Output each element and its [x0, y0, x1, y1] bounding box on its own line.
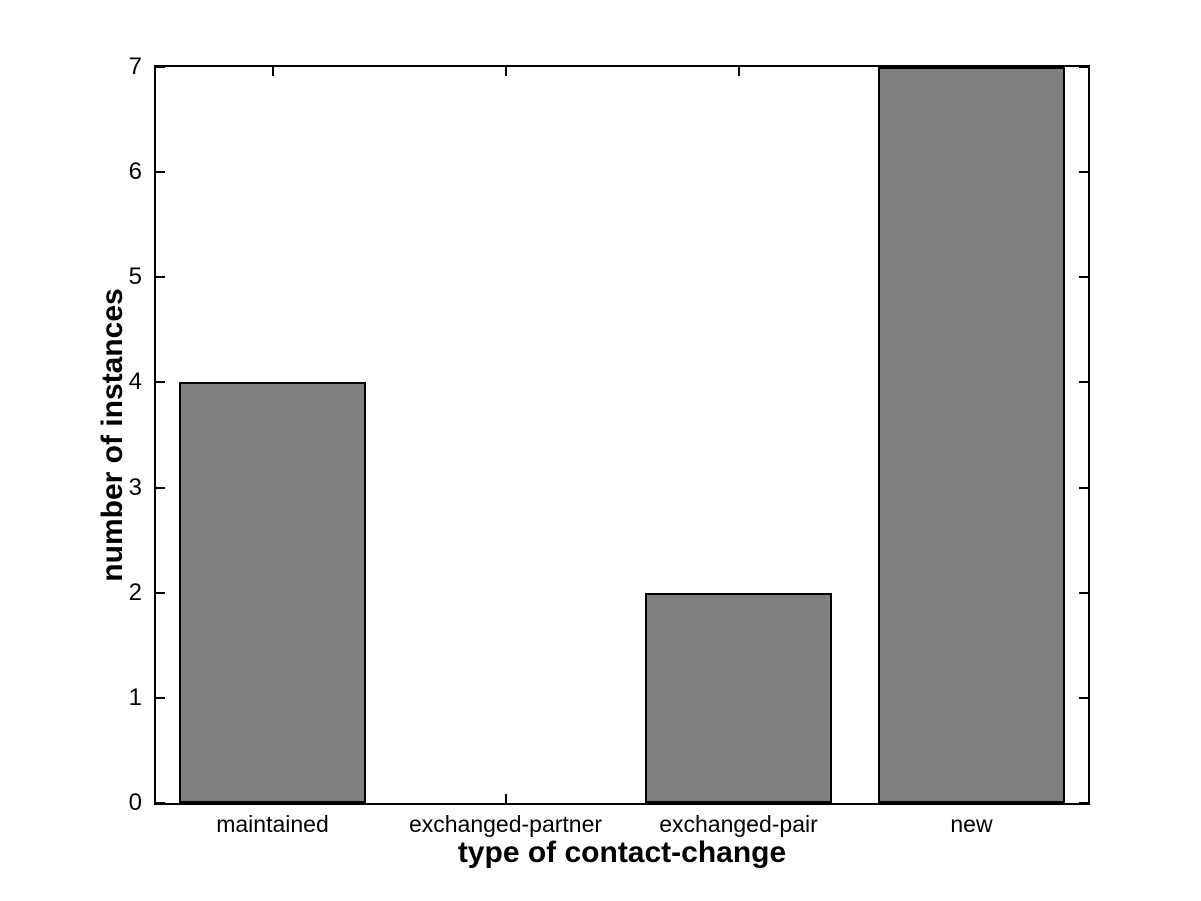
y-tick-right	[1079, 276, 1088, 279]
x-tick-label: new	[950, 811, 993, 837]
x-tick-top	[271, 67, 274, 76]
bar-new	[878, 67, 1065, 803]
y-tick-left	[156, 66, 165, 68]
y-tick-left	[156, 171, 165, 174]
y-tick-left	[156, 486, 165, 489]
y-tick-label: 2	[128, 578, 142, 606]
y-tick-right	[1079, 381, 1088, 384]
y-tick-label: 3	[128, 473, 142, 501]
x-tick-top	[737, 67, 740, 76]
x-tick-label: exchanged-pair	[659, 811, 818, 837]
x-tick-label: exchanged-partner	[408, 811, 603, 837]
y-tick-label: 1	[128, 683, 142, 711]
y-tick-label: 5	[128, 263, 142, 291]
y-tick-left	[156, 591, 165, 594]
y-tick-right	[1079, 591, 1088, 594]
bar-maintained	[179, 382, 366, 803]
x-axis-label: type of contact-change	[457, 836, 787, 869]
y-tick-left	[156, 802, 165, 804]
plot-area	[154, 65, 1090, 805]
y-tick-label: 6	[128, 158, 142, 186]
y-tick-label: 4	[128, 368, 142, 396]
y-tick-right	[1079, 66, 1088, 68]
y-tick-left	[156, 696, 165, 699]
x-tick-label: maintained	[216, 811, 329, 837]
y-tick-right	[1079, 171, 1088, 174]
y-tick-label: 7	[128, 53, 142, 80]
y-tick-label: 0	[128, 789, 142, 816]
y-axis-label: number of instances	[96, 288, 129, 582]
bar-exchanged-pair	[645, 592, 832, 803]
y-tick-left	[156, 381, 165, 384]
x-tick-top	[504, 67, 507, 76]
y-tick-right	[1079, 486, 1088, 489]
y-tick-left	[156, 276, 165, 279]
x-tick-bottom	[504, 794, 507, 803]
y-tick-right	[1079, 696, 1088, 699]
y-tick-right	[1079, 802, 1088, 804]
